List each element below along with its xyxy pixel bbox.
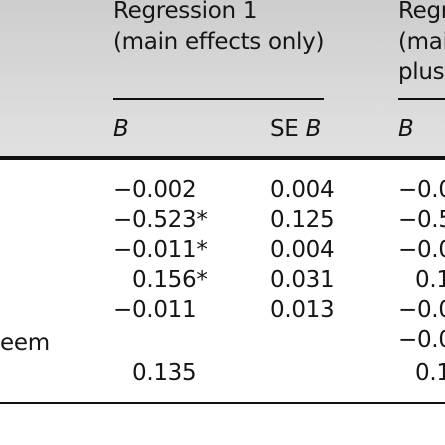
regression-1-subtitle: (main effects only) xyxy=(113,29,325,55)
cell-b2-row-7: 0.1 xyxy=(415,360,445,386)
cell-se-row-3: 0.004 xyxy=(270,237,335,263)
table-header-background xyxy=(0,0,445,158)
cell-se-row-1: 0.004 xyxy=(270,177,335,203)
cell-se-row-4: 0.031 xyxy=(270,267,335,293)
table-bottom-rule xyxy=(0,402,445,404)
se-label: SE xyxy=(270,116,299,142)
cell-se-row-2: 0.125 xyxy=(270,207,335,233)
regression-2-subtitle-line-3: plus xyxy=(398,59,445,85)
regression-2-subtitle: (mai xyxy=(398,29,445,55)
column-header-b-regression-2: B xyxy=(398,116,414,142)
cell-b-row-7: 0.135 xyxy=(132,360,197,386)
cell-b-row-2: −0.523* xyxy=(113,207,208,233)
cell-b2-row-4: 0.1 xyxy=(415,267,445,293)
cell-b-row-4: 0.156* xyxy=(132,267,208,293)
cell-se-row-5: 0.013 xyxy=(270,297,335,323)
cell-b2-row-5: −0.0 xyxy=(398,297,445,323)
se-b-variable: B xyxy=(305,116,322,142)
cell-b2-row-2: −0.5 xyxy=(398,207,445,233)
cell-b2-row-1: −0.0 xyxy=(398,177,445,203)
regression-1-title: Regression 1 xyxy=(113,0,258,24)
cell-b-row-5: −0.011 xyxy=(113,297,197,323)
regression-2-spanner-rule xyxy=(398,98,445,100)
row-label-fragment: eem xyxy=(0,330,50,356)
cell-b-row-1: −0.002 xyxy=(113,177,197,203)
column-header-se-b: SE B xyxy=(270,114,321,144)
cell-b2-row-6: −0.0 xyxy=(398,327,445,353)
header-bottom-rule xyxy=(0,156,445,160)
column-header-b: B xyxy=(113,116,129,142)
regression-1-spanner-rule xyxy=(113,98,324,100)
regression-2-title: Regre xyxy=(398,0,445,24)
cell-b-row-3: −0.011* xyxy=(113,237,208,263)
cell-b2-row-3: −0.0 xyxy=(398,237,445,263)
